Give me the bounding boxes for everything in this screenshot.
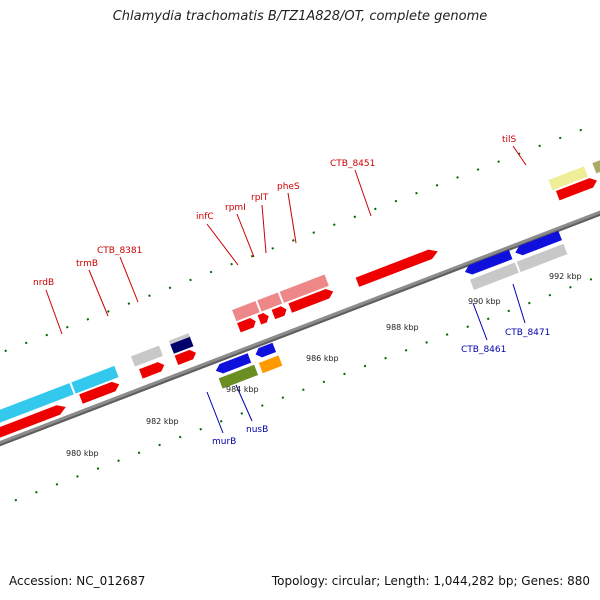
rna-bar[interactable] — [0, 383, 74, 429]
cds-arrow[interactable] — [0, 402, 68, 442]
trna-bar[interactable] — [548, 166, 588, 191]
scale-label: 990 kbp — [468, 297, 501, 306]
reverse-strand — [214, 230, 568, 389]
gene-label-rpmI[interactable]: rpmI — [225, 203, 246, 213]
gene-label-rplT[interactable]: rplT — [251, 193, 269, 203]
scale-label: 986 kbp — [306, 354, 339, 363]
gene-bar[interactable] — [169, 335, 194, 354]
gene-label-ctb8381[interactable]: CTB_8381 — [97, 246, 142, 256]
rrna-bar[interactable] — [279, 274, 329, 303]
cds-arrow[interactable] — [355, 247, 440, 287]
reverse-cds-arrow[interactable] — [514, 230, 562, 258]
scale-label: 980 kbp — [66, 449, 99, 458]
cds-arrow[interactable] — [79, 380, 121, 404]
lower-tick-track — [0, 235, 600, 510]
gene-label-murB[interactable]: murB — [212, 437, 236, 447]
gene-label-ctb8451[interactable]: CTB_8451 — [330, 159, 375, 169]
scale-label: 988 kbp — [386, 323, 419, 332]
cds-arrow[interactable] — [257, 312, 271, 325]
rrna-bar[interactable] — [257, 292, 283, 312]
upper-leaders — [45, 145, 527, 335]
scale-label: 984 kbp — [226, 385, 259, 394]
genome-backbone — [0, 179, 600, 471]
gene-label-nrdB[interactable]: nrdB — [33, 278, 54, 288]
gene-label-ctb8461[interactable]: CTB_8461 — [461, 345, 506, 355]
nusB-gene-bar[interactable] — [258, 355, 283, 374]
gene-label-infC[interactable]: infC — [196, 212, 214, 222]
cds-arrow[interactable] — [174, 348, 198, 365]
other-gene-bar[interactable] — [592, 145, 600, 174]
pseudo-gene-bar[interactable] — [470, 262, 519, 290]
gene-label-tilS[interactable]: tilS — [502, 135, 517, 145]
scale-label: 992 kbp — [549, 272, 582, 281]
pseudo-gene-bar[interactable] — [130, 345, 163, 367]
gene-label-trmB[interactable]: trmB — [76, 259, 98, 269]
gene-label-pheS[interactable]: pheS — [277, 182, 300, 192]
cds-arrow[interactable] — [139, 360, 166, 379]
gene-label-nusB[interactable]: nusB — [246, 425, 268, 435]
reverse-cds-arrow[interactable] — [463, 249, 513, 277]
accession-text: Accession: NC_012687 — [9, 574, 146, 588]
cds-arrow[interactable] — [237, 317, 257, 333]
reverse-cds-arrow[interactable] — [214, 353, 252, 375]
pseudo-gene-bar[interactable] — [516, 243, 568, 273]
cds-arrow[interactable] — [288, 287, 335, 313]
genome-summary-text: Topology: circular; Length: 1,044,282 bp… — [271, 574, 590, 588]
lower-leaders — [206, 283, 526, 434]
gene-label-ctb8471[interactable]: CTB_8471 — [505, 328, 550, 338]
cds-arrow[interactable] — [271, 305, 289, 320]
reverse-cds-arrow[interactable] — [254, 342, 277, 360]
rrna-bar[interactable] — [232, 301, 260, 322]
cds-arrow[interactable] — [555, 176, 599, 201]
forward-strand — [0, 145, 600, 442]
scale-label: 982 kbp — [146, 417, 179, 426]
murB-gene-bar[interactable] — [218, 364, 259, 389]
map-title: Chlamydia trachomatis B/TZ1A828/OT, comp… — [112, 9, 488, 24]
rna-bar[interactable] — [71, 365, 119, 394]
